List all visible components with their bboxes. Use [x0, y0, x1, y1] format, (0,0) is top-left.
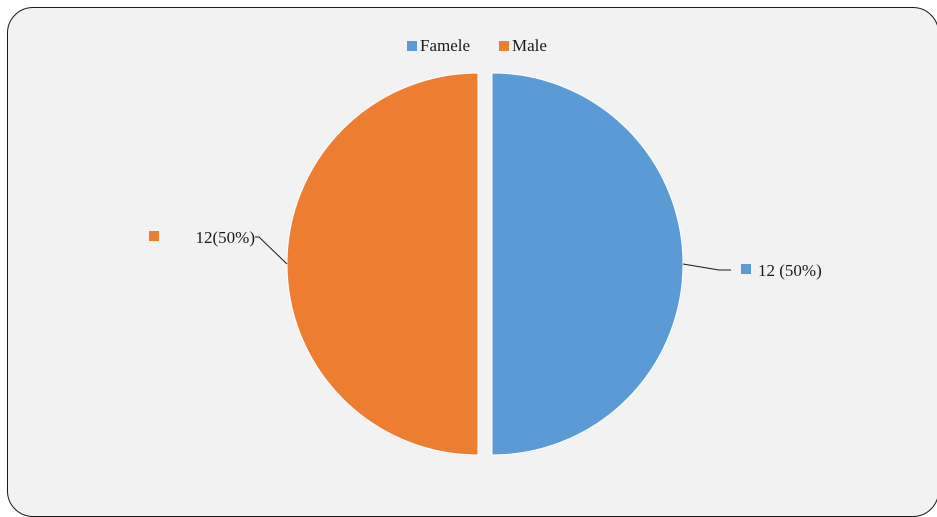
pie-slice-male [286, 72, 479, 456]
legend-swatch-famele [407, 41, 417, 51]
data-label-famele: 12 (50%) [719, 261, 822, 280]
legend-label-male: Male [512, 36, 547, 55]
pie-slice-famele [491, 72, 684, 456]
legend: Famele Male [407, 36, 547, 55]
data-label-male: 12(50%) [149, 228, 259, 247]
legend-label-famele: Famele [420, 36, 470, 55]
legend-swatch-male [499, 41, 509, 51]
legend-item-male: Male [499, 36, 547, 55]
data-label-text-male: 12(50%) [196, 228, 255, 247]
data-label-swatch-famele [741, 264, 751, 274]
leader-line-male [257, 236, 288, 265]
data-labels: 12 (50%) 12(50%) [149, 228, 822, 280]
legend-item-famele: Famele [407, 36, 470, 55]
pie-slices [286, 72, 684, 456]
data-label-swatch-male [149, 231, 159, 241]
data-label-text-famele: 12 (50%) [758, 261, 822, 280]
leader-line-famele [682, 263, 720, 271]
